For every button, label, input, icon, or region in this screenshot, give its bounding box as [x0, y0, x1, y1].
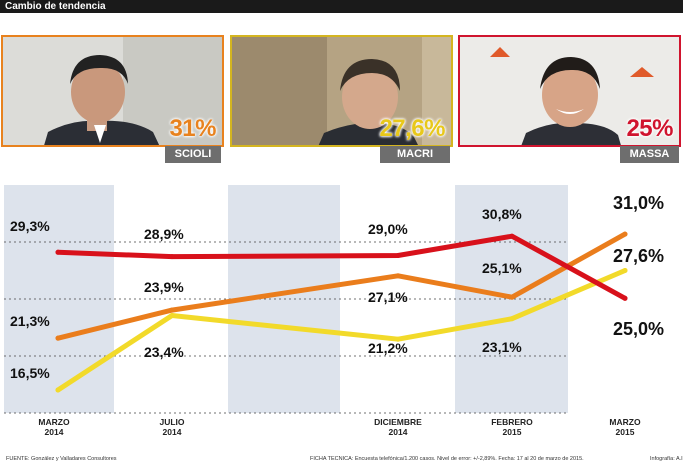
footer-tech-sheet: FICHA TECNICA: Encuesta telefónica/1.200…: [310, 456, 584, 462]
data-label-macri-4: 27,6%: [613, 246, 664, 266]
point-macri-3: [509, 316, 515, 322]
x-tick-month-3: FEBRERO: [491, 417, 533, 427]
candidate-photo-scioli: 31%: [1, 35, 224, 147]
point-massa-1: [169, 254, 175, 260]
data-label-macri-0: 16,5%: [10, 365, 50, 381]
footer-source: FUENTE: González y Valladares Consultore…: [6, 456, 117, 462]
scioli-photo: [3, 37, 222, 145]
x-tick-month-1: JULIO: [159, 417, 184, 427]
point-massa-2: [395, 253, 401, 258]
macri-photo: [232, 37, 451, 145]
macri-name-tag: MACRI: [380, 146, 450, 163]
x-tick-year-3: 2015: [503, 427, 522, 437]
macri-pct: 27,6%: [379, 115, 445, 142]
data-label-macri-2: 21,2%: [368, 340, 408, 356]
header-bar: Cambio de tendencia: [0, 0, 683, 13]
point-macri-0: [55, 387, 61, 393]
point-scioli-0: [55, 335, 61, 341]
trend-line-chart: 29,3% 28,9% 29,0% 30,8% 25,0% 21,3% 23,9% 27,1%…: [4, 185, 664, 437]
x-tick-year-0: 2014: [45, 427, 64, 437]
x-tick-year-2: 2014: [389, 427, 408, 437]
point-scioli-1: [169, 307, 175, 313]
point-macri-1: [169, 312, 175, 318]
data-label-scioli-2: 27,1%: [368, 289, 408, 305]
data-label-massa-1: 28,9%: [144, 226, 184, 242]
data-label-scioli-3: 25,1%: [482, 260, 522, 276]
data-label-scioli-4: 31,0%: [613, 193, 664, 213]
point-macri-2: [395, 336, 401, 342]
point-massa-0: [55, 249, 61, 255]
data-label-scioli-1: 23,9%: [144, 279, 184, 295]
data-label-massa-2: 29,0%: [368, 221, 408, 237]
x-tick-month-0: MARZO: [38, 417, 70, 427]
point-massa-3: [509, 233, 515, 239]
massa-pct: 25%: [626, 115, 673, 142]
point-scioli-4: [622, 231, 628, 237]
candidate-photo-macri: 27,6%: [230, 35, 453, 147]
candidate-photo-massa: 25%: [458, 35, 681, 147]
point-scioli-2: [395, 273, 401, 279]
x-tick-month-2: DICIEMBRE: [374, 417, 422, 427]
x-tick-year-4: 2015: [616, 427, 635, 437]
massa-photo: [460, 37, 679, 145]
data-label-macri-3: 23,1%: [482, 339, 522, 355]
footer-credit: Infografía: A.I: [650, 456, 683, 462]
point-scioli-3: [509, 294, 515, 300]
data-label-massa-0: 29,3%: [10, 218, 50, 234]
massa-name-tag: MASSA: [620, 146, 679, 163]
data-label-scioli-0: 21,3%: [10, 313, 50, 329]
scioli-name-tag: SCIOLI: [165, 146, 221, 163]
header-title: Cambio de tendencia: [5, 1, 106, 12]
x-tick-year-1: 2014: [163, 427, 182, 437]
point-massa-4: [622, 295, 628, 301]
data-label-massa-3: 30,8%: [482, 206, 522, 222]
scioli-pct: 31%: [169, 115, 216, 142]
x-tick-month-4: MARZO: [609, 417, 641, 427]
data-label-massa-4: 25,0%: [613, 319, 664, 339]
data-label-macri-1: 23,4%: [144, 344, 184, 360]
point-macri-4: [622, 267, 628, 273]
